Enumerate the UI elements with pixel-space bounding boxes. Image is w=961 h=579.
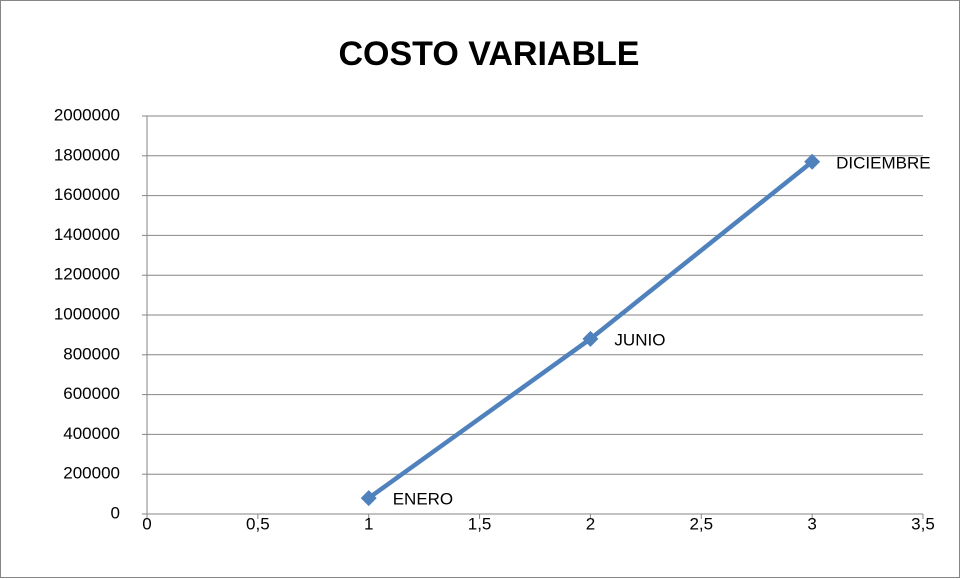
marker: [360, 490, 377, 507]
y-tick-label: 800000: [63, 344, 120, 363]
data-label: JUNIO: [614, 330, 665, 349]
y-tick-label: 1800000: [54, 145, 120, 164]
x-tick-label: 1,5: [468, 514, 492, 533]
y-tick-label: 1600000: [54, 185, 120, 204]
marker: [804, 153, 821, 170]
x-tick-label: 3,5: [911, 514, 935, 533]
y-tick-label: 600000: [63, 384, 120, 403]
y-tick-label: 200000: [63, 464, 120, 483]
x-tick-label: 2,5: [689, 514, 713, 533]
y-tick-label: 1200000: [54, 265, 120, 284]
y-tick-label: 400000: [63, 424, 120, 443]
y-tick-label: 2000000: [54, 105, 120, 124]
y-tick-label: 1400000: [54, 225, 120, 244]
x-tick-label: 2: [586, 514, 595, 533]
data-label: ENERO: [393, 490, 453, 509]
x-tick-label: 1: [364, 514, 373, 533]
chart-title: COSTO VARIABLE: [339, 35, 640, 73]
x-tick-label: 0: [142, 514, 151, 533]
y-tick-label: 1000000: [54, 304, 120, 323]
x-tick-label: 3: [807, 514, 816, 533]
y-tick-label: 0: [111, 503, 120, 522]
data-label: DICIEMBRE: [836, 153, 930, 172]
marker: [582, 330, 599, 347]
x-tick-label: 0,5: [246, 514, 270, 533]
